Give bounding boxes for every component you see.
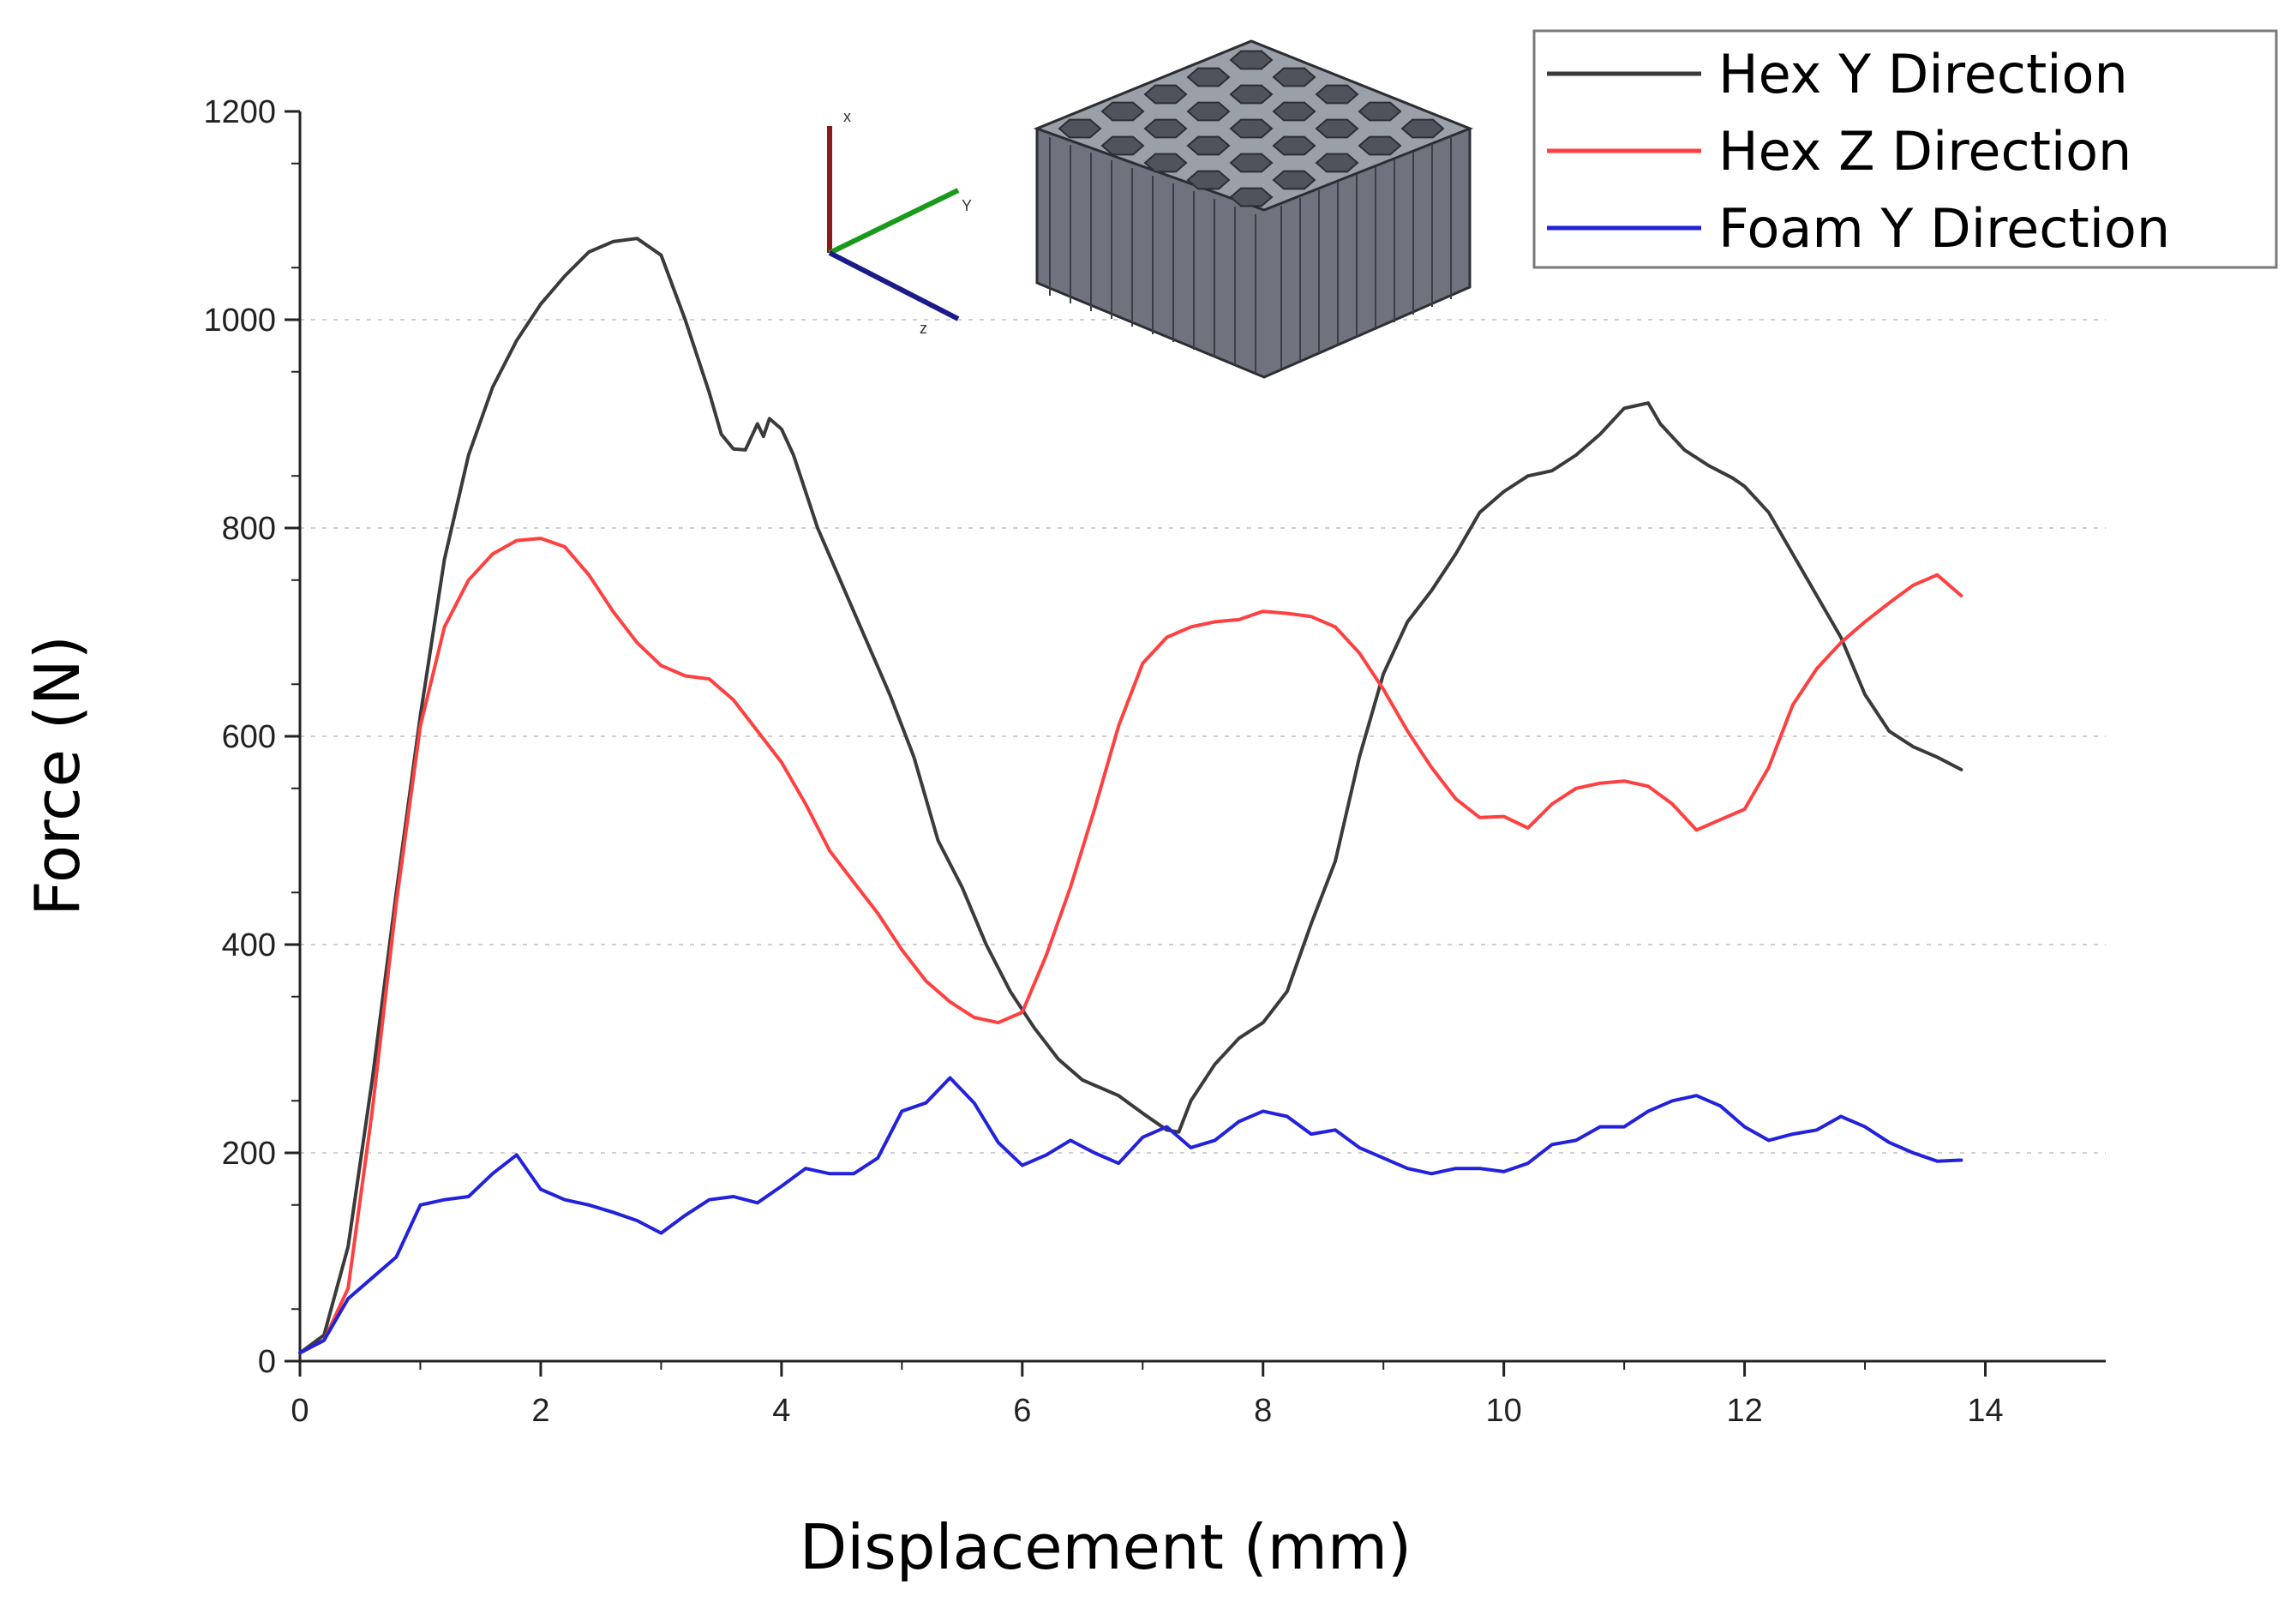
gridlines xyxy=(300,319,2106,1154)
x-tick-label: 8 xyxy=(1254,1393,1272,1429)
x-tick-label: 14 xyxy=(1967,1393,2003,1429)
y-tick-labels: 0 200 400 600 800 1000 1200 xyxy=(203,94,276,1380)
honeycomb-cell xyxy=(1272,170,1316,190)
y-tick-label: 400 xyxy=(222,927,276,963)
y-tick-label: 600 xyxy=(222,719,276,755)
honeycomb-cell xyxy=(1315,84,1359,105)
y-tick-label: 1000 xyxy=(203,303,276,339)
honeycomb-cell xyxy=(1272,101,1316,122)
honeycomb-cell xyxy=(1143,84,1188,105)
honeycomb-cell xyxy=(1058,118,1102,139)
honeycomb-cell xyxy=(1229,50,1274,70)
x-tick-labels: 0 2 4 6 8 10 12 14 xyxy=(291,1393,2003,1429)
honeycomb-cell xyxy=(1400,118,1445,139)
triad-y-label: Y xyxy=(962,197,972,214)
x-tick-label: 4 xyxy=(772,1393,790,1429)
triad-x-label: x xyxy=(843,108,851,125)
legend: Hex Y Direction Hex Z Direction Foam Y Dir… xyxy=(1532,29,2278,269)
honeycomb-cell xyxy=(1186,135,1231,156)
honeycomb-cell xyxy=(1100,101,1145,122)
honeycomb-cell xyxy=(1358,135,1402,156)
x-tick-label: 10 xyxy=(1486,1393,1522,1429)
coordinate-triad: x Y z xyxy=(827,108,972,337)
x-tick-label: 0 xyxy=(291,1393,309,1429)
y-tick-label: 800 xyxy=(222,511,276,547)
triad-z-axis xyxy=(828,250,960,321)
honeycomb-cell xyxy=(1186,170,1231,190)
triad-z-label: z xyxy=(920,320,927,337)
x-tick-label: 12 xyxy=(1726,1393,1762,1429)
y-tick-label: 200 xyxy=(222,1136,276,1172)
legend-label-1: Hex Z Direction xyxy=(1718,120,2131,183)
y-axis-title: Force (N) xyxy=(21,635,93,916)
honeycomb-cell xyxy=(1272,67,1316,87)
series-line-2 xyxy=(298,1076,1963,1355)
x-axis-title: Displacement (mm) xyxy=(800,1511,1412,1583)
y-tick-label: 0 xyxy=(258,1344,276,1380)
legend-label-2: Foam Y Direction xyxy=(1718,197,2170,260)
honeycomb-cell xyxy=(1229,153,1274,173)
y-tick-label: 1200 xyxy=(203,94,276,130)
series-line-0 xyxy=(298,237,1963,1355)
honeycomb-cell xyxy=(1272,135,1316,156)
axes xyxy=(285,110,2106,1377)
hexagonal-honeycomb-model xyxy=(1033,39,1474,379)
honeycomb-cell xyxy=(1229,84,1274,105)
x-tick-label: 6 xyxy=(1013,1393,1031,1429)
honeycomb-cell xyxy=(1229,118,1274,139)
honeycomb-cell xyxy=(1100,135,1145,156)
legend-label-0: Hex Y Direction xyxy=(1718,43,2128,105)
series-line-1 xyxy=(298,537,1963,1355)
triad-y-axis xyxy=(828,188,960,255)
honeycomb-cell xyxy=(1186,101,1231,122)
honeycomb-cell xyxy=(1143,153,1188,173)
x-tick-label: 2 xyxy=(531,1393,549,1429)
honeycomb-cell xyxy=(1186,67,1231,87)
honeycomb-cell xyxy=(1315,118,1359,139)
honeycomb-cell xyxy=(1315,153,1359,173)
honeycomb-cell xyxy=(1358,101,1402,122)
honeycomb-cell xyxy=(1229,187,1274,207)
series-lines xyxy=(298,237,1963,1355)
honeycomb-cell xyxy=(1143,118,1188,139)
